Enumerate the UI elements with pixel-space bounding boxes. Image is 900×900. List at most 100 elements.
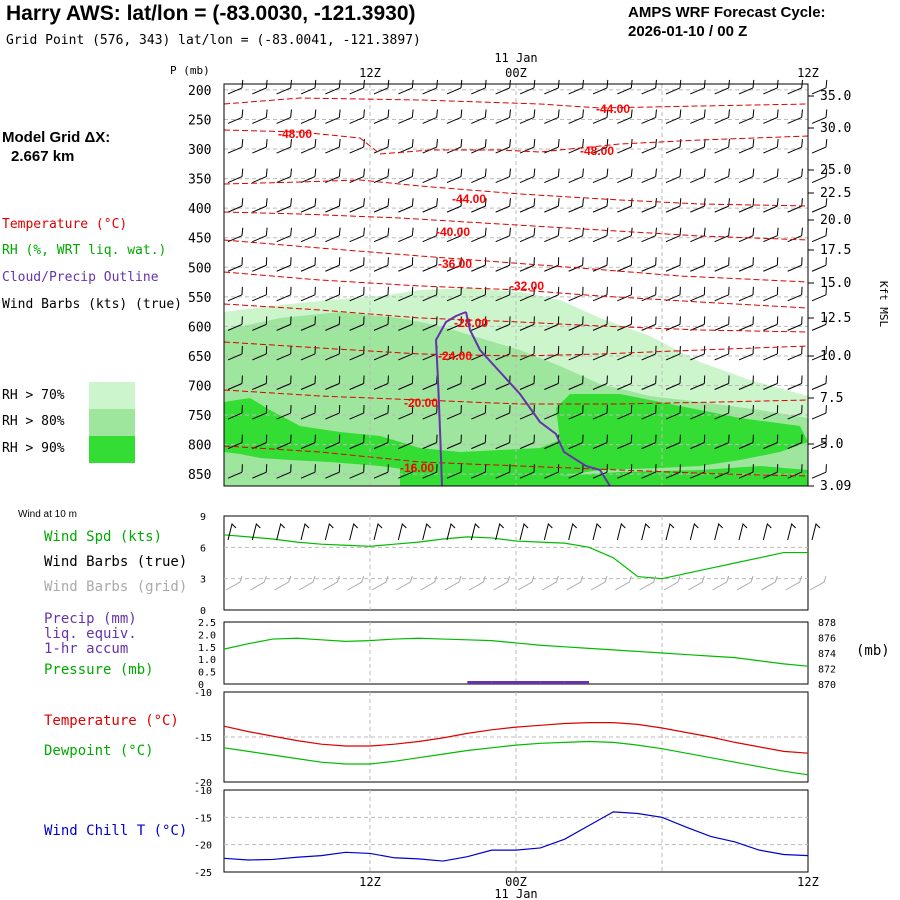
- wind-barb: [373, 198, 390, 213]
- wind-barb: [787, 405, 803, 420]
- wind-barb: [495, 434, 511, 450]
- wind-barb-true: [714, 523, 724, 541]
- wind-barb: [763, 138, 779, 154]
- wind-barb: [690, 168, 706, 184]
- wind-barb: [738, 109, 755, 124]
- temperature-line: [223, 721, 809, 754]
- wind-barb: [617, 138, 633, 154]
- wind-barb: [325, 316, 341, 331]
- wind-barb: [690, 286, 706, 302]
- wind-barb: [617, 79, 633, 95]
- temperature-contour-label: -40.00: [436, 225, 470, 239]
- wind-barb: [811, 79, 828, 95]
- temperature-contour-label: -48.00: [278, 127, 312, 141]
- wind-barb: [568, 198, 584, 213]
- wind-barb: [519, 375, 535, 390]
- pressure-tick-label: 750: [188, 409, 211, 424]
- model-grid-value: 2.667 km: [11, 148, 75, 165]
- wind-barb: [714, 286, 730, 302]
- wind-barb: [665, 345, 681, 361]
- pressure-tick-label-right: 872: [818, 665, 836, 676]
- wind-barb: [276, 79, 292, 95]
- wind-barb: [641, 168, 657, 184]
- wind-barb: [787, 79, 803, 95]
- wind-barb: [763, 464, 779, 479]
- bottom-time-tick-label: 00Z: [505, 875, 527, 889]
- wind-barb: [665, 198, 682, 213]
- wind-barb: [398, 79, 414, 95]
- wind-barb: [738, 375, 754, 390]
- wind-barb: [373, 257, 389, 272]
- wind-barb-true: [349, 523, 359, 541]
- wind-barb: [811, 316, 827, 331]
- wind-barb: [300, 405, 316, 420]
- temp-panel-label: Temperature (°C): [44, 713, 179, 729]
- wind-barb: [519, 79, 536, 95]
- wind-barb: [227, 168, 244, 184]
- pressure-tick-label: 250: [188, 113, 211, 128]
- wind-barb: [300, 79, 317, 95]
- wind-barb: [763, 316, 779, 331]
- wind-barb: [252, 257, 268, 272]
- wind-barb: [592, 109, 609, 124]
- height-tick-label: 7.5: [820, 391, 843, 406]
- wind-barb: [641, 375, 657, 390]
- wind-barb: [276, 405, 292, 420]
- wind-barb: [276, 286, 292, 302]
- wind-barb: [690, 109, 706, 124]
- wind-barb-true: [251, 523, 261, 541]
- wind-barb: [763, 79, 779, 95]
- wind-barb-true: [616, 523, 626, 541]
- pressure-tick-label-right: 876: [818, 634, 836, 645]
- wind-barb: [641, 79, 657, 95]
- wind-barb: [471, 109, 487, 124]
- temperature-tick-label: -10: [194, 688, 212, 699]
- wind-barb-true: [543, 523, 553, 541]
- forecast-cycle-label: AMPS WRF Forecast Cycle:: [628, 4, 826, 21]
- wind-barb: [276, 464, 292, 479]
- wind-barb: [519, 257, 535, 272]
- wind-barb: [349, 405, 365, 420]
- wind-barbs-grid: [225, 575, 827, 591]
- wind-barb: [349, 257, 365, 272]
- wind-barb: [227, 198, 244, 213]
- wind-barb: [544, 168, 560, 184]
- wind-barb: [252, 198, 268, 213]
- wind-barb: [227, 375, 243, 390]
- wind-barb: [787, 345, 803, 361]
- temperature-contour: [223, 445, 809, 477]
- wind-barb: [690, 79, 706, 95]
- wind-barb: [495, 198, 511, 213]
- wind-barb: [714, 316, 730, 331]
- wind-barb: [544, 286, 560, 302]
- wind-barb: [617, 375, 633, 390]
- pressure-tick-label-right: 878: [818, 618, 836, 629]
- wind-barb: [325, 464, 341, 479]
- wind-barb: [227, 405, 243, 420]
- wind-barb: [252, 286, 268, 302]
- rh90-lower-region: [400, 454, 808, 486]
- wind-barb: [349, 109, 365, 124]
- wind-barb: [763, 109, 779, 124]
- wind-barb: [227, 345, 243, 361]
- wind-barb: [519, 138, 536, 154]
- wind-barb: [811, 138, 828, 154]
- wind-barb: [714, 434, 730, 450]
- wind-barb: [446, 316, 462, 331]
- wind-barb: [252, 464, 268, 479]
- wind-barbs-true: [227, 523, 821, 541]
- wind-barb: [471, 168, 487, 184]
- height-tick-label: 12.5: [820, 311, 851, 326]
- wind-barb-grid: [493, 575, 511, 591]
- wind-barb: [422, 464, 438, 479]
- wind-barb: [446, 464, 462, 479]
- precip-bar: [467, 681, 492, 684]
- cloud-outline-right: [465, 311, 611, 487]
- windchill-panel-frame: [223, 789, 809, 873]
- wind-barb: [568, 316, 584, 331]
- wind-barb: [471, 198, 487, 213]
- height-tick-label: 30.0: [820, 121, 851, 136]
- rh-80-label: RH > 80%: [2, 414, 65, 429]
- wind-barb: [519, 227, 536, 243]
- height-tick-label: 25.0: [820, 163, 851, 178]
